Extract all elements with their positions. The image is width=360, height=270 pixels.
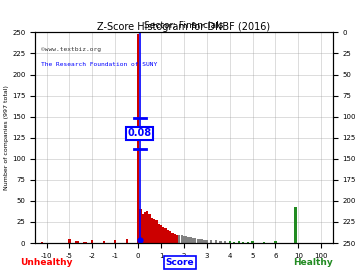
Bar — [201, 239, 203, 243]
Bar — [294, 207, 297, 243]
Bar — [151, 218, 153, 243]
Bar — [197, 239, 199, 243]
Bar — [194, 238, 197, 243]
Bar — [199, 239, 201, 243]
Bar — [183, 236, 185, 243]
Bar — [219, 241, 222, 243]
Bar — [242, 242, 244, 243]
Bar — [210, 241, 212, 243]
Bar — [137, 34, 139, 243]
Bar — [192, 238, 194, 243]
Bar — [83, 242, 86, 243]
Bar — [169, 231, 171, 243]
Bar — [215, 241, 217, 243]
Bar — [139, 209, 141, 243]
Bar — [185, 236, 187, 243]
Bar — [238, 241, 240, 243]
Bar — [229, 241, 231, 243]
Bar — [224, 241, 226, 243]
Y-axis label: Number of companies (997 total): Number of companies (997 total) — [4, 85, 9, 190]
Bar — [165, 228, 167, 243]
Text: ©www.textbiz.org: ©www.textbiz.org — [41, 47, 101, 52]
Bar — [141, 214, 144, 243]
Bar — [233, 242, 235, 243]
Text: 0.08: 0.08 — [128, 129, 152, 139]
Bar — [162, 227, 165, 243]
Title: Z-Score Histogram for DNBF (2016): Z-Score Histogram for DNBF (2016) — [97, 22, 270, 32]
Bar — [263, 242, 265, 243]
Bar — [126, 239, 128, 243]
Bar — [146, 211, 148, 243]
Bar — [103, 241, 105, 243]
Bar — [114, 241, 116, 243]
Bar — [180, 235, 183, 243]
Bar — [174, 234, 176, 243]
Bar — [274, 241, 277, 243]
Bar — [247, 242, 249, 243]
Bar — [148, 214, 150, 243]
Bar — [203, 240, 206, 243]
Bar — [160, 225, 162, 243]
Bar — [144, 212, 146, 243]
Bar — [187, 237, 190, 243]
Text: Sector: Financials: Sector: Financials — [144, 21, 224, 30]
Bar — [68, 239, 71, 243]
Text: Score: Score — [166, 258, 194, 267]
Text: Healthy: Healthy — [293, 258, 333, 267]
Bar — [153, 220, 155, 243]
Bar — [176, 235, 178, 243]
Bar — [156, 220, 158, 243]
Bar — [206, 241, 208, 243]
Bar — [91, 241, 94, 243]
Text: Unhealthy: Unhealthy — [21, 258, 73, 267]
Text: The Research Foundation of SUNY: The Research Foundation of SUNY — [41, 62, 157, 67]
Bar — [41, 242, 43, 243]
Bar — [158, 224, 160, 243]
Bar — [190, 237, 192, 243]
Bar — [167, 230, 169, 243]
Bar — [251, 241, 253, 243]
Bar — [178, 235, 180, 243]
Bar — [171, 233, 174, 243]
Bar — [75, 241, 79, 243]
